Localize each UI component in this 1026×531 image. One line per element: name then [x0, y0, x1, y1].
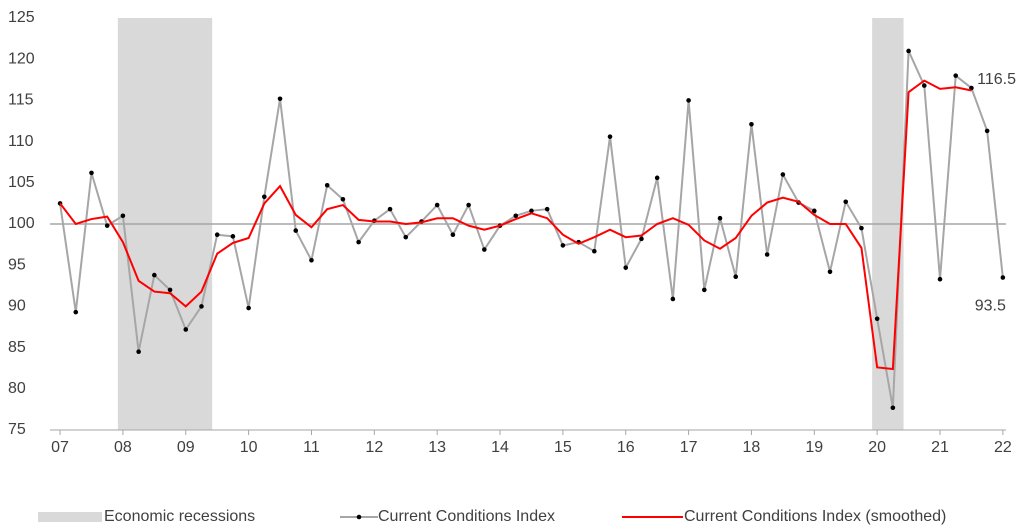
marker — [874, 316, 880, 322]
marker — [482, 247, 487, 252]
marker — [670, 296, 676, 302]
marker — [686, 98, 691, 103]
marker — [937, 276, 943, 282]
y-tick-label: 125 — [8, 9, 35, 26]
y-tick-label: 80 — [8, 380, 26, 397]
marker — [811, 208, 817, 214]
marker — [214, 232, 220, 238]
x-tick-label: 18 — [743, 439, 761, 456]
x-tick-label: 13 — [428, 439, 446, 456]
marker — [969, 85, 974, 91]
marker — [702, 287, 707, 293]
x-tick-label: 11 — [303, 439, 320, 456]
marker — [183, 327, 189, 332]
annotation: 93.5 — [975, 298, 1006, 315]
marker — [277, 96, 283, 102]
marker — [780, 172, 786, 177]
marker — [513, 213, 519, 219]
y-tick-label: 105 — [8, 174, 35, 191]
x-tick-label: 10 — [240, 439, 258, 456]
legend-label: Economic recessions — [104, 508, 255, 525]
y-tick-label: 95 — [8, 256, 26, 273]
y-tick-label: 100 — [8, 215, 35, 232]
x-tick-label: 15 — [554, 439, 572, 456]
marker — [607, 134, 613, 139]
marker — [120, 213, 126, 219]
marker — [309, 257, 314, 263]
marker — [450, 232, 456, 238]
marker — [592, 248, 597, 254]
legend-swatch — [38, 512, 102, 522]
marker — [293, 228, 299, 233]
marker — [749, 121, 754, 127]
x-tick-label: 22 — [994, 439, 1012, 456]
y-tick-label: 115 — [8, 92, 34, 109]
marker — [733, 274, 739, 280]
marker — [340, 196, 346, 202]
marker — [387, 206, 393, 212]
marker — [764, 252, 770, 257]
marker — [324, 182, 330, 188]
marker — [560, 243, 566, 248]
legend-label: Current Conditions Index (smoothed) — [684, 508, 946, 525]
marker — [717, 215, 723, 221]
y-tick-label: 120 — [8, 50, 35, 67]
x-tick-label: 17 — [680, 439, 698, 456]
marker — [466, 202, 471, 208]
x-tick-label: 20 — [868, 439, 886, 456]
marker — [73, 309, 79, 315]
series-line — [59, 79, 972, 371]
marker — [1000, 275, 1006, 280]
marker — [654, 175, 660, 181]
legend-label: Current Conditions Index — [378, 508, 555, 525]
marker — [921, 83, 927, 88]
x-tick-label: 21 — [931, 439, 949, 456]
legend-swatch — [356, 514, 362, 520]
x-tick-label: 12 — [365, 439, 383, 456]
marker — [529, 208, 534, 214]
marker — [403, 234, 409, 240]
x-tick-label: 14 — [491, 439, 509, 456]
x-tick-label: 16 — [617, 439, 635, 456]
marker — [356, 239, 361, 245]
marker — [890, 405, 896, 411]
marker — [827, 269, 833, 275]
marker — [434, 202, 440, 208]
marker — [843, 199, 849, 205]
y-tick-label: 110 — [8, 133, 34, 150]
marker — [984, 128, 990, 134]
marker — [104, 223, 110, 228]
y-tick-label: 90 — [8, 298, 26, 315]
marker — [136, 349, 141, 355]
marker — [167, 287, 173, 293]
marker — [230, 234, 236, 239]
marker — [89, 170, 94, 176]
annotation: 116.5 — [977, 71, 1016, 88]
x-tick-label: 19 — [805, 439, 823, 456]
marker — [906, 48, 911, 54]
marker — [262, 194, 267, 200]
marker — [639, 236, 644, 242]
y-tick-label: 85 — [8, 339, 26, 356]
marker — [953, 73, 959, 78]
marker — [544, 206, 550, 212]
y-tick-label: 75 — [8, 421, 26, 438]
marker — [246, 305, 251, 311]
x-tick-label: 07 — [51, 439, 69, 456]
marker — [152, 272, 157, 278]
x-tick-label: 09 — [177, 439, 195, 456]
marker — [623, 265, 629, 270]
x-tick-label: 08 — [114, 439, 132, 456]
marker — [199, 304, 204, 309]
marker — [859, 225, 864, 231]
